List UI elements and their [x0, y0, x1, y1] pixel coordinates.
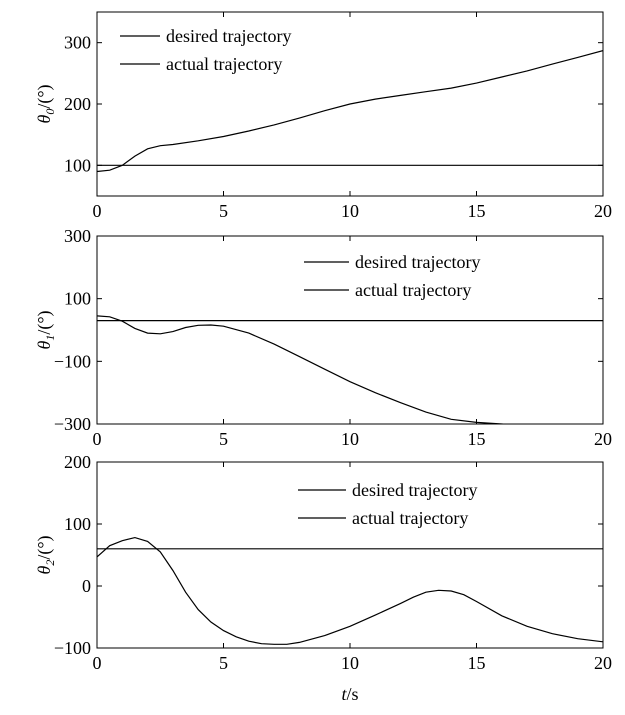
plot-frame: [96, 461, 604, 649]
x-tick-label: 0: [93, 429, 102, 449]
y-tick-label: −100: [54, 351, 91, 371]
legend-label: actual trajectory: [355, 280, 471, 300]
legend: desired trajectory actual trajectory: [304, 252, 480, 300]
x-tick-label: 10: [341, 201, 359, 221]
y-tick-label: 300: [64, 226, 91, 246]
y-axis-label: θ1/(°): [34, 310, 57, 349]
x-tick-label: 5: [219, 429, 228, 449]
actual-trajectory-line: [97, 315, 509, 424]
y-tick-label: −100: [54, 638, 91, 658]
x-tick-label: 15: [468, 653, 486, 673]
y-tick-label: 100: [64, 155, 91, 175]
x-tick-label: 20: [594, 429, 612, 449]
actual-trajectory-line: [97, 536, 603, 645]
chart-panel-0: 0 5 10 15 20 100 200 300 desired trajectory actua…: [34, 11, 612, 221]
y-axis-label: θ2/(°): [34, 535, 57, 574]
legend-label: actual trajectory: [166, 54, 282, 74]
x-tick-label: 0: [93, 201, 102, 221]
x-tick-label: 10: [341, 653, 359, 673]
legend-label: desired trajectory: [166, 26, 291, 46]
y-tick-label: −300: [54, 414, 91, 434]
x-tick-label: 5: [219, 653, 228, 673]
legend: desired trajectory actual trajectory: [120, 26, 291, 74]
y-tick-label: 200: [64, 452, 91, 472]
actual-trajectory-line: [97, 50, 603, 173]
x-tick-label: 5: [219, 201, 228, 221]
y-axis-label: θ0/(°): [34, 84, 57, 123]
x-tick-label: 15: [468, 201, 486, 221]
x-tick-label: 0: [93, 653, 102, 673]
y-tick-label: 100: [64, 514, 91, 534]
x-tick-label: 15: [468, 429, 486, 449]
chart-panel-1: 0 5 10 15 20 −300 −100 100 300 desired trajectory…: [34, 226, 612, 449]
x-tick-label: 10: [341, 429, 359, 449]
legend: desired trajectory actual trajectory: [298, 480, 477, 528]
x-axis-label: t/s: [341, 684, 358, 704]
y-tick-label: 200: [64, 94, 91, 114]
y-tick-label: 100: [64, 289, 91, 309]
legend-label: actual trajectory: [352, 508, 468, 528]
legend-label: desired trajectory: [355, 252, 480, 272]
x-tick-label: 20: [594, 653, 612, 673]
plot-frame: [96, 235, 604, 425]
y-tick-label: 300: [64, 33, 91, 53]
legend-label: desired trajectory: [352, 480, 477, 500]
x-tick-label: 20: [594, 201, 612, 221]
y-tick-label: 0: [82, 576, 91, 596]
